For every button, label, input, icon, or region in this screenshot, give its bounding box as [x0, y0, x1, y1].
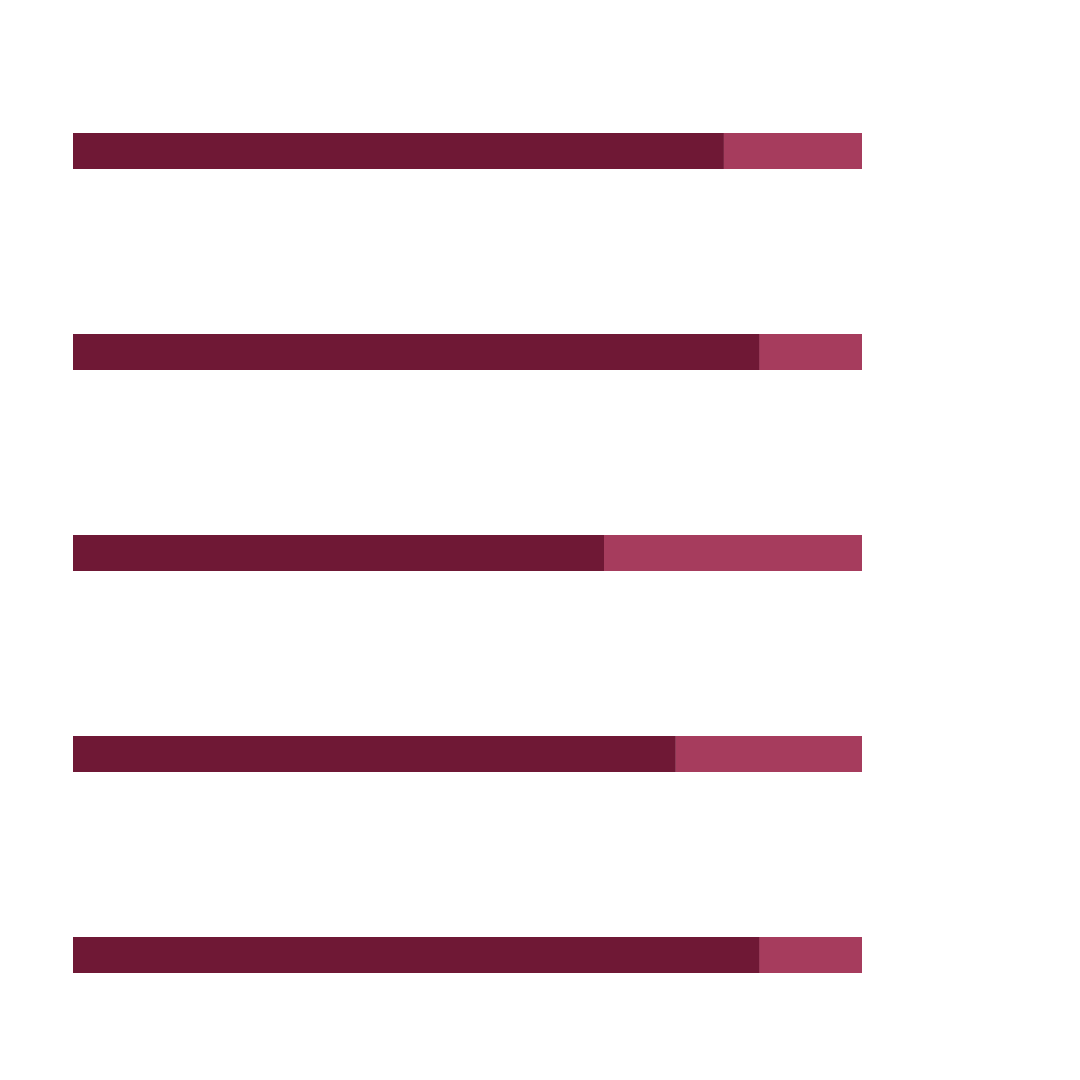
bar-filled-segment [73, 535, 604, 571]
bar-remainder-segment [759, 334, 862, 370]
bar-remainder-segment [759, 937, 862, 973]
bar-remainder-segment [675, 736, 862, 772]
bars-group [73, 133, 862, 973]
bar-filled-segment [73, 334, 760, 370]
bar-remainder-segment [723, 133, 862, 169]
bar-remainder-segment [603, 535, 862, 571]
bar-filled-segment [73, 736, 676, 772]
bar-filled-segment [73, 937, 760, 973]
bar-filled-segment [73, 133, 724, 169]
